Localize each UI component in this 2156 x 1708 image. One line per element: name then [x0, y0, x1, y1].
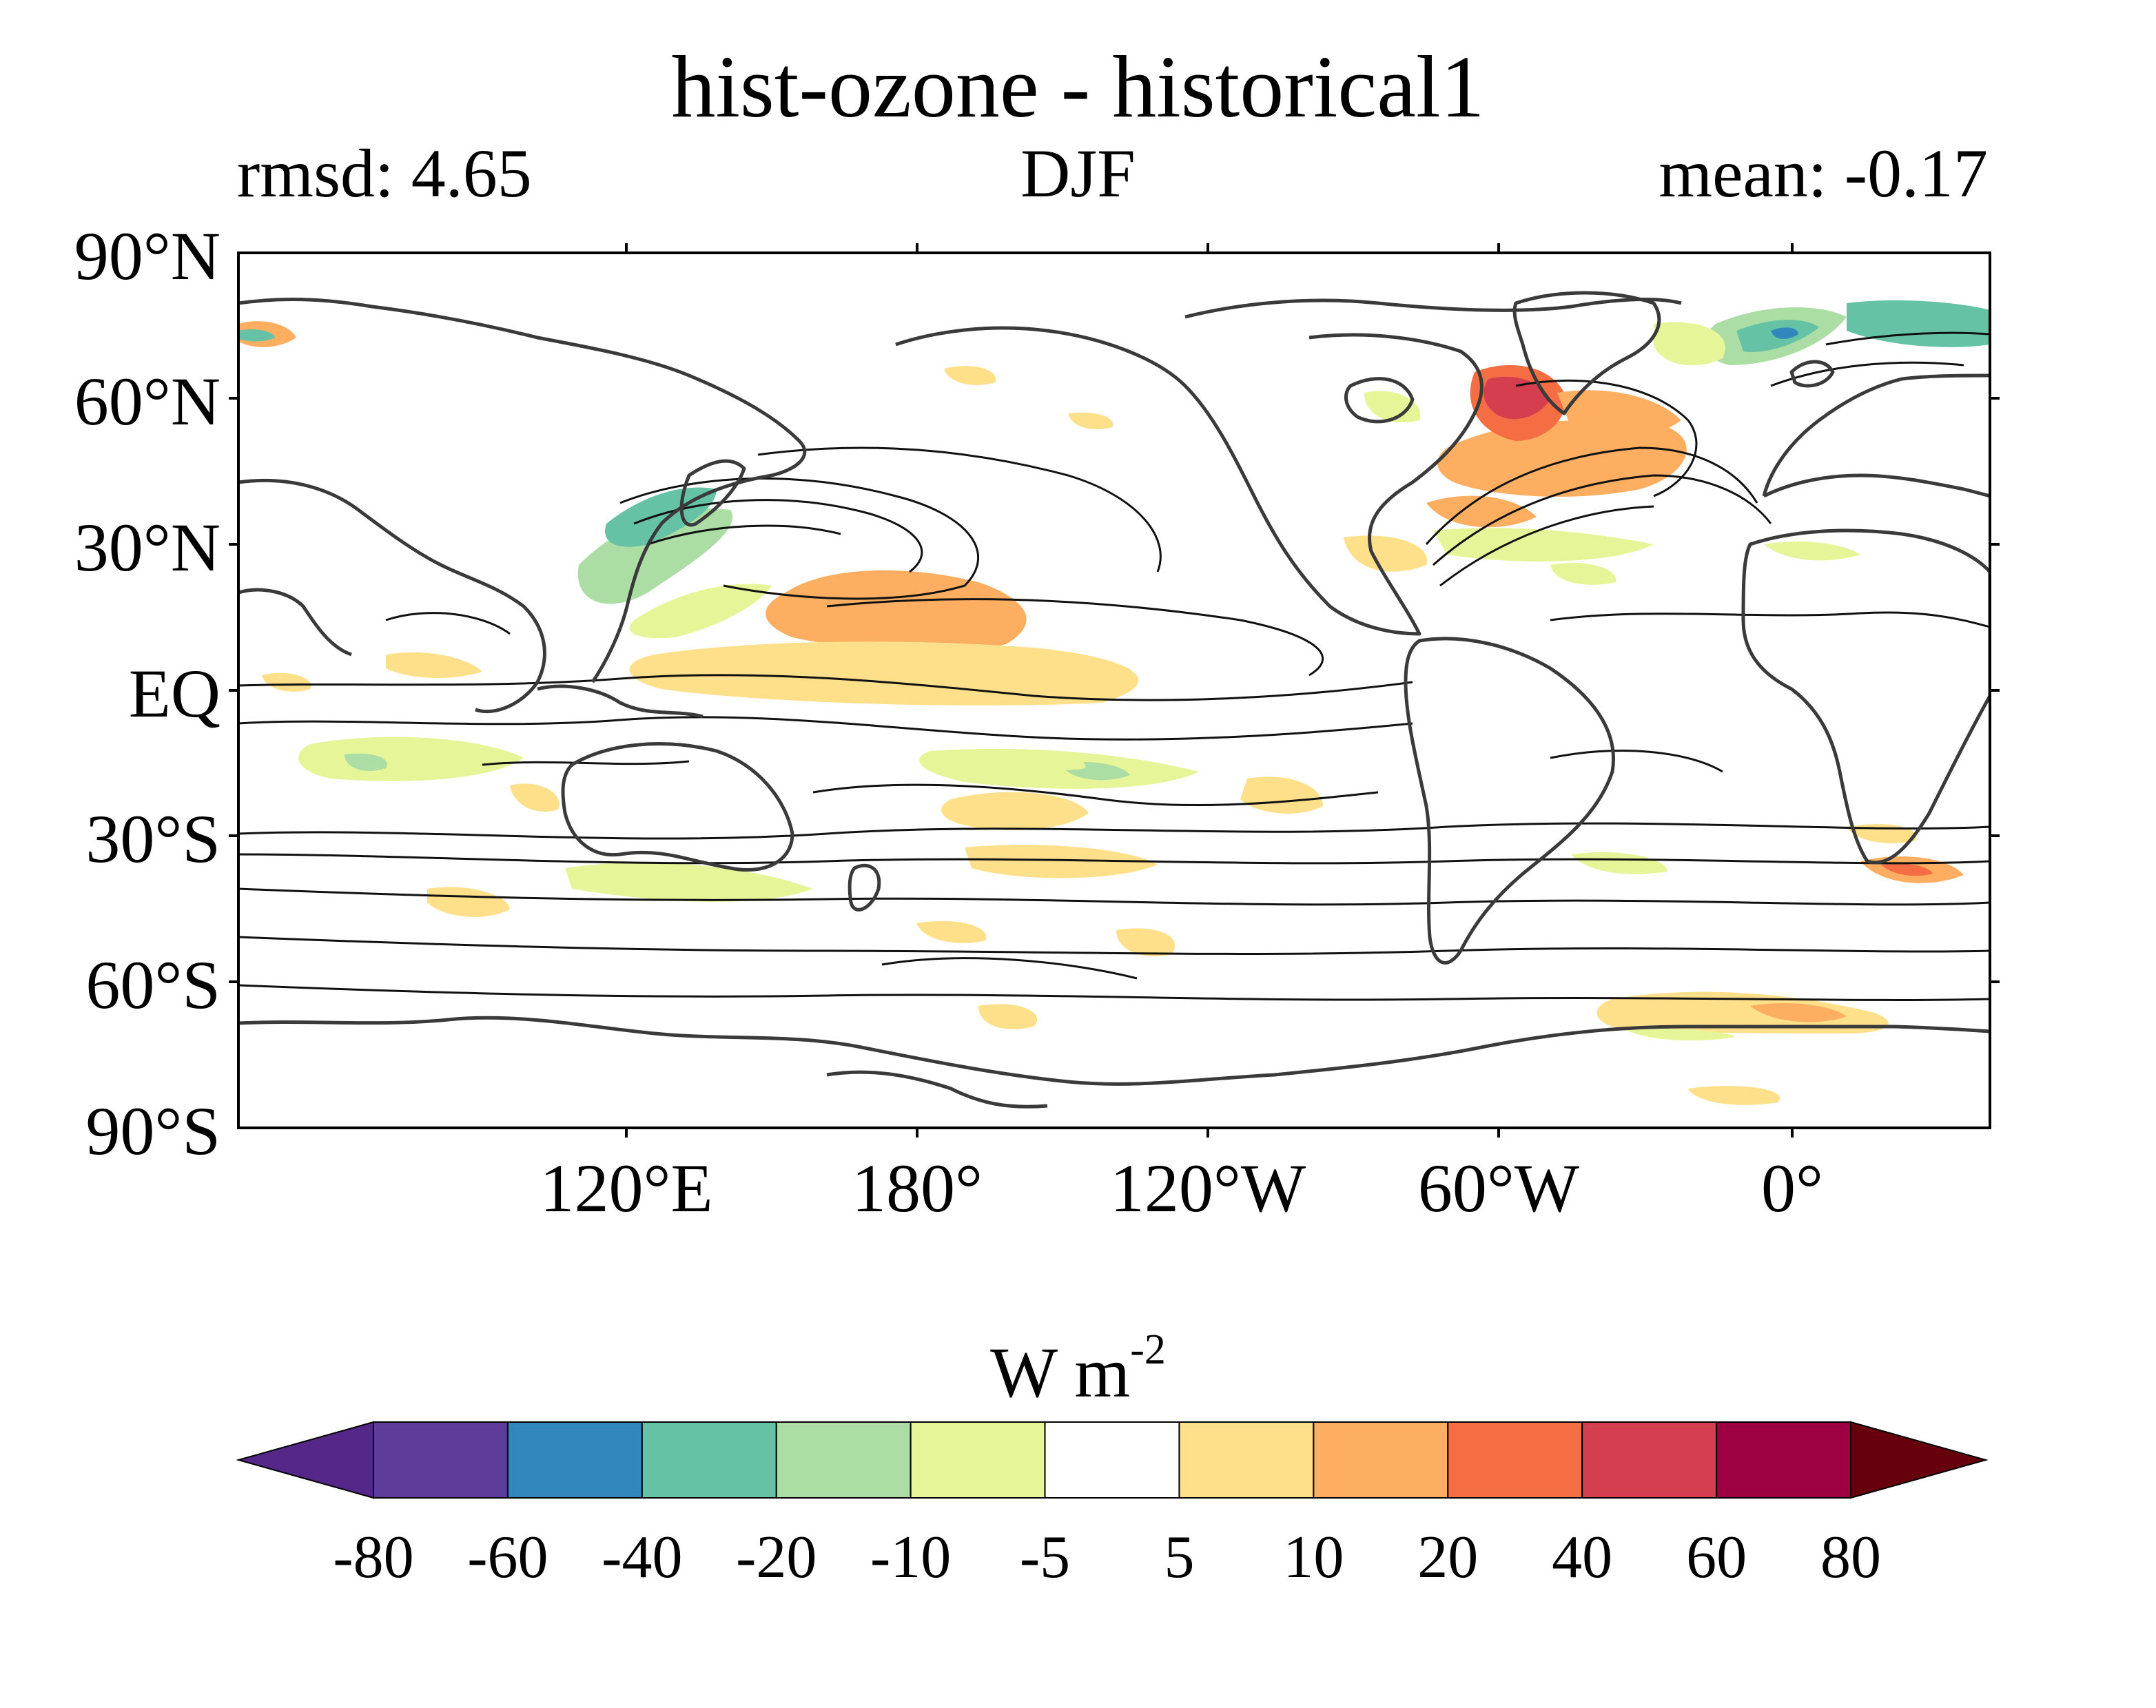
lat-label-eq: EQ	[128, 655, 220, 732]
lon-label-0: 0°	[1761, 1150, 1823, 1226]
axis-ticks	[229, 243, 2000, 1138]
colorbar-over-triangle	[1850, 1421, 1989, 1499]
colorbar-segment	[1447, 1421, 1583, 1499]
lat-label-90s: 90°S	[85, 1093, 220, 1169]
lat-label-30n: 30°N	[74, 509, 220, 586]
map-panel	[238, 253, 1990, 1128]
colorbar-segment	[506, 1421, 643, 1499]
colorbar-segment	[373, 1421, 509, 1499]
lat-label-30s: 30°S	[85, 801, 220, 877]
lat-label-60n: 60°N	[74, 363, 220, 440]
colorbar-segment	[641, 1421, 777, 1499]
colorbar-tick-label: 80	[1820, 1524, 1881, 1591]
colorbar-tick-label: -20	[736, 1524, 817, 1591]
colorbar-tick-label: 20	[1417, 1524, 1479, 1591]
colorbar-segment	[1044, 1421, 1180, 1499]
lat-label-90n: 90°N	[74, 218, 220, 294]
lon-label-120e: 120°E	[540, 1150, 713, 1226]
season-label: DJF	[1020, 135, 1136, 212]
colorbar-segment	[1313, 1421, 1449, 1499]
colorbar-tick-label: 60	[1686, 1524, 1747, 1591]
colorbar-units: W m-2	[990, 1326, 1166, 1412]
rmsd-label: rmsd: 4.65	[237, 135, 532, 212]
lon-label-120w: 120°W	[1109, 1150, 1306, 1226]
lon-label-60w: 60°W	[1417, 1150, 1580, 1226]
lon-label-180: 180°	[852, 1150, 983, 1226]
colorbar-under-triangle	[236, 1421, 374, 1499]
mean-label: mean: -0.17	[1659, 135, 1988, 212]
colorbar-tick-label: -10	[870, 1524, 952, 1591]
colorbar-tick-label: -40	[602, 1524, 683, 1591]
lat-label-60s: 60°S	[85, 947, 220, 1023]
colorbar-tick-label: -80	[333, 1524, 414, 1591]
colorbar-segment	[1178, 1421, 1315, 1499]
anomaly-shading	[238, 300, 1990, 1105]
colorbar-tick-label: 40	[1552, 1524, 1613, 1591]
colorbar-tick-label: 5	[1164, 1524, 1195, 1591]
colorbar-tick-label: -5	[1019, 1524, 1071, 1591]
colorbar-segment	[1581, 1421, 1718, 1499]
colorbar-tick-label: -60	[467, 1524, 548, 1591]
colorbar-segment	[910, 1421, 1046, 1499]
climatology-contours	[238, 331, 1990, 1001]
map-title: hist-ozone - historical1	[671, 38, 1485, 136]
colorbar-tick-label: 10	[1283, 1524, 1344, 1591]
colorbar-segment	[1716, 1421, 1851, 1499]
colorbar-segment	[775, 1421, 912, 1499]
coastlines	[238, 291, 1990, 1109]
colorbar	[236, 1421, 1989, 1499]
